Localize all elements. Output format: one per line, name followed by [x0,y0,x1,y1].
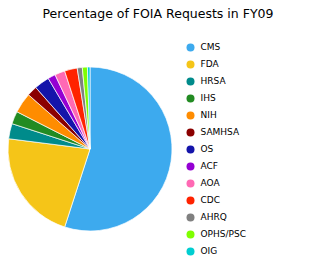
svg-text:ACF: ACF [201,161,218,171]
svg-text:OIG: OIG [201,246,218,256]
svg-text:HRSA: HRSA [201,76,227,86]
html-text:Percentage of FOIA Requests in: Percentage of FOIA Requests in FY09 [42,6,274,21]
svg-text:OPHS/PSC: OPHS/PSC [201,229,246,239]
svg-text:IHS: IHS [201,93,216,103]
svg-text:AHRQ: AHRQ [201,212,227,222]
svg-text:FDA: FDA [201,59,220,69]
svg-text:SAMHSA: SAMHSA [201,127,240,137]
svg-text:OS: OS [201,144,214,154]
svg-text:CMS: CMS [201,42,221,52]
svg-text:AOA: AOA [201,178,221,188]
svg-text:CDC: CDC [201,195,221,205]
svg-text:NIH: NIH [201,110,217,120]
